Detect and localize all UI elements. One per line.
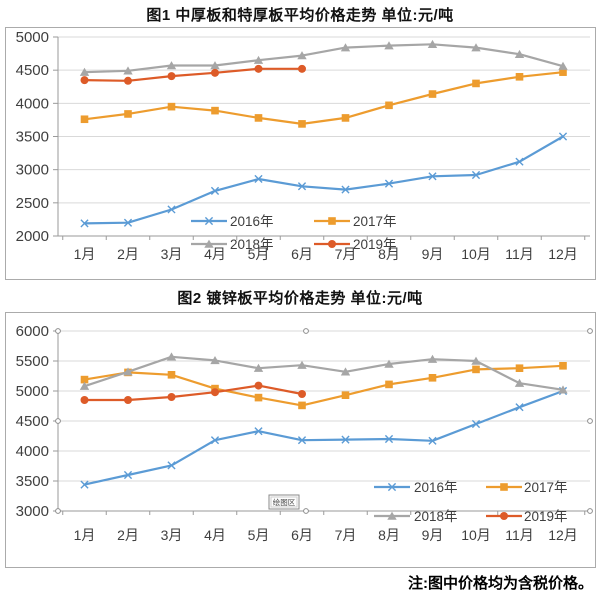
y-tick-label: 2500 bbox=[16, 195, 49, 212]
chart2-box: 3000 3500 4000 4500 5000 5500 6000 1月 2月 3月 4月 5月 6月… bbox=[5, 312, 596, 568]
x-tick-label: 4月 bbox=[204, 246, 226, 262]
series-2016年[interactable] bbox=[80, 132, 568, 228]
x-tick-label: 10月 bbox=[461, 246, 491, 262]
x-tick-label: 9月 bbox=[422, 246, 444, 262]
legend-entry-2016年[interactable]: 2016年 bbox=[191, 214, 274, 229]
x-tick-label: 11月 bbox=[505, 246, 534, 262]
footnote-text: 注:图中价格均为含税价格。 bbox=[408, 575, 593, 592]
legend-label: 2017年 bbox=[353, 214, 397, 229]
legend-label: 2017年 bbox=[524, 480, 568, 495]
x-tick-label: 2月 bbox=[117, 527, 139, 543]
legend-label: 2016年 bbox=[414, 480, 458, 495]
chart1-box: 2000 2500 3000 3500 4000 4500 5000 1月 2月 3月 4月 5月 6月… bbox=[5, 27, 596, 280]
x-tick-label: 1月 bbox=[74, 527, 96, 543]
y-tick-label: 3000 bbox=[16, 503, 49, 520]
selection-handle[interactable] bbox=[55, 418, 61, 424]
x-tick-label: 12月 bbox=[548, 246, 578, 262]
legend-label: 2018年 bbox=[414, 509, 458, 524]
svg-text:绘图区: 绘图区 bbox=[273, 497, 296, 507]
x-tick-label: 8月 bbox=[378, 527, 400, 543]
legend-label: 2019年 bbox=[353, 237, 397, 252]
legend-label: 2018年 bbox=[230, 237, 274, 252]
y-tick-label: 4000 bbox=[16, 95, 49, 112]
legend-entry-2019年[interactable]: 2019年 bbox=[314, 237, 397, 252]
x-tick-label: 4月 bbox=[204, 527, 226, 543]
y-tick-label: 6000 bbox=[16, 323, 49, 340]
chart1-canvas[interactable]: 2000 2500 3000 3500 4000 4500 5000 1月 2月 3月 4月 5月 6月… bbox=[6, 28, 593, 277]
legend-entry-2016年[interactable]: 2016年 bbox=[374, 480, 458, 495]
series-2018年[interactable] bbox=[79, 39, 568, 76]
selection-handle[interactable] bbox=[55, 508, 61, 514]
x-tick-label: 1月 bbox=[74, 246, 96, 262]
legend-label: 2019年 bbox=[524, 509, 568, 524]
y-tick-label: 4500 bbox=[16, 413, 49, 430]
series-2019年[interactable] bbox=[80, 64, 307, 85]
series-2016年[interactable] bbox=[80, 386, 568, 489]
x-tick-label: 5月 bbox=[248, 246, 270, 262]
x-tick-label: 8月 bbox=[378, 246, 400, 262]
x-tick-label: 2月 bbox=[117, 246, 139, 262]
legend-entry-2019年[interactable]: 2019年 bbox=[486, 509, 568, 524]
y-tick-label: 3500 bbox=[16, 473, 49, 490]
x-tick-label: 3月 bbox=[161, 527, 183, 543]
x-tick-label: 6月 bbox=[291, 246, 313, 262]
x-tick-label: 7月 bbox=[335, 527, 357, 543]
legend-label: 2016年 bbox=[230, 214, 274, 229]
y-tick-label: 4000 bbox=[16, 443, 49, 460]
x-tick-label: 5月 bbox=[248, 527, 270, 543]
x-tick-label: 6月 bbox=[291, 527, 313, 543]
x-tick-label: 12月 bbox=[548, 527, 578, 543]
series-2019年[interactable] bbox=[80, 381, 307, 404]
x-tick-label: 11月 bbox=[505, 527, 534, 543]
series-2017年[interactable] bbox=[80, 68, 567, 128]
chart2-title: 图2 镀锌板平均价格走势 单位:元/吨 bbox=[177, 290, 423, 307]
y-tick-label: 5500 bbox=[16, 353, 49, 370]
chart2-canvas[interactable]: 3000 3500 4000 4500 5000 5500 6000 1月 2月 3月 4月 5月 6月… bbox=[6, 313, 593, 565]
legend-entry-2018年[interactable]: 2018年 bbox=[374, 509, 458, 524]
x-tick-label: 10月 bbox=[461, 527, 491, 543]
series-2018年[interactable] bbox=[79, 352, 568, 394]
selection-handle[interactable] bbox=[55, 328, 61, 334]
legend-entry-2017年[interactable]: 2017年 bbox=[486, 480, 568, 495]
y-tick-label: 5000 bbox=[16, 29, 49, 46]
selection-handle[interactable] bbox=[587, 328, 593, 334]
legend-entry-2017年[interactable]: 2017年 bbox=[314, 214, 397, 229]
selection-handle[interactable] bbox=[303, 508, 309, 514]
x-tick-label: 7月 bbox=[335, 246, 357, 262]
y-tick-label: 3000 bbox=[16, 162, 49, 179]
selection-handle[interactable] bbox=[587, 418, 593, 424]
x-tick-label: 9月 bbox=[422, 527, 444, 543]
series-2017年[interactable] bbox=[80, 362, 567, 410]
legend-entry-2018年[interactable]: 2018年 bbox=[191, 237, 274, 252]
y-tick-label: 3500 bbox=[16, 129, 49, 146]
y-tick-label: 5000 bbox=[16, 383, 49, 400]
selection-handle[interactable] bbox=[587, 508, 593, 514]
chart1-title: 图1 中厚板和特厚板平均价格走势 单位:元/吨 bbox=[146, 7, 454, 24]
y-tick-label: 2000 bbox=[16, 228, 49, 245]
selection-handle[interactable] bbox=[303, 328, 309, 334]
y-tick-label: 4500 bbox=[16, 62, 49, 79]
plot-area-tooltip: 绘图区 bbox=[268, 494, 300, 510]
x-tick-label: 3月 bbox=[161, 246, 183, 262]
